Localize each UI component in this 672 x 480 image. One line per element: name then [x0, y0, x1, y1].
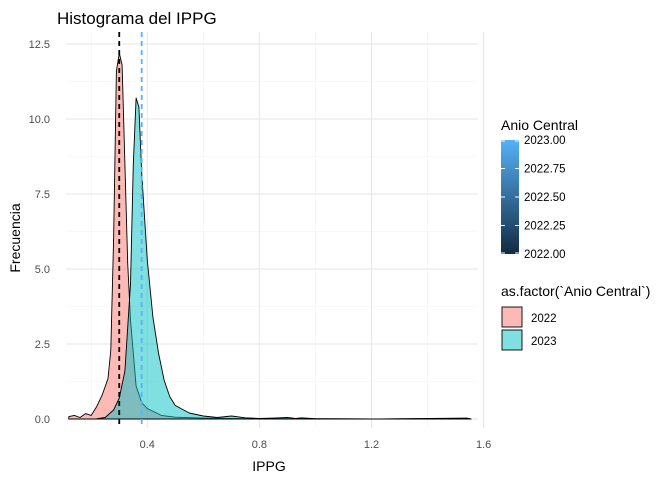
- legend-discrete: as.factor(`Anio Central`) 2022 2023: [501, 283, 650, 351]
- mean-lines: [118, 32, 143, 428]
- y-tick-label: 7.5: [35, 189, 50, 201]
- y-axis-title: Frecuencia: [7, 203, 23, 272]
- x-axis-title: IPPG: [252, 458, 285, 474]
- colorbar-label: 2022.75: [524, 164, 566, 176]
- series-layer: [68, 52, 472, 420]
- chart-title: Histograma del IPPG: [57, 9, 217, 28]
- colorbar-label: 2023.00: [524, 135, 566, 147]
- legend-label-2022: 2022: [531, 313, 557, 325]
- colorbar-label: 2022.25: [524, 221, 566, 233]
- y-tick-label: 5.0: [35, 264, 50, 276]
- legend-key-2022: [501, 306, 523, 328]
- x-axis-ticks: 0.4 0.8 1.2 1.6: [140, 439, 492, 451]
- legend-label-2023: 2023: [531, 336, 557, 348]
- x-tick-label: 0.4: [140, 439, 155, 451]
- y-tick-label: 12.5: [29, 39, 50, 51]
- y-tick-label: 2.5: [35, 339, 50, 351]
- y-axis-ticks: 0.0 2.5 5.0 7.5 10.0 12.5: [29, 39, 50, 426]
- legend-continuous-title: Anio Central: [501, 117, 578, 133]
- x-tick-label: 1.2: [364, 439, 379, 451]
- colorbar-label: 2022.50: [524, 192, 566, 204]
- y-tick-label: 10.0: [29, 114, 50, 126]
- colorbar-label: 2022.00: [524, 249, 566, 261]
- colorbar: [501, 140, 519, 254]
- density-area-2023: [96, 97, 472, 420]
- legend-items: 2022 2023: [501, 306, 557, 351]
- x-tick-label: 0.8: [252, 439, 267, 451]
- x-tick-label: 1.6: [476, 439, 491, 451]
- colorbar-ticks: 2023.00 2022.75 2022.50 2022.25 2022.00: [501, 135, 566, 261]
- legend-key-2023: [501, 329, 523, 351]
- y-tick-label: 0.0: [35, 414, 50, 426]
- legend-discrete-title: as.factor(`Anio Central`): [501, 283, 650, 299]
- legend-continuous: Anio Central 2023.00 2022.75 2022.50 2022.2…: [501, 117, 578, 261]
